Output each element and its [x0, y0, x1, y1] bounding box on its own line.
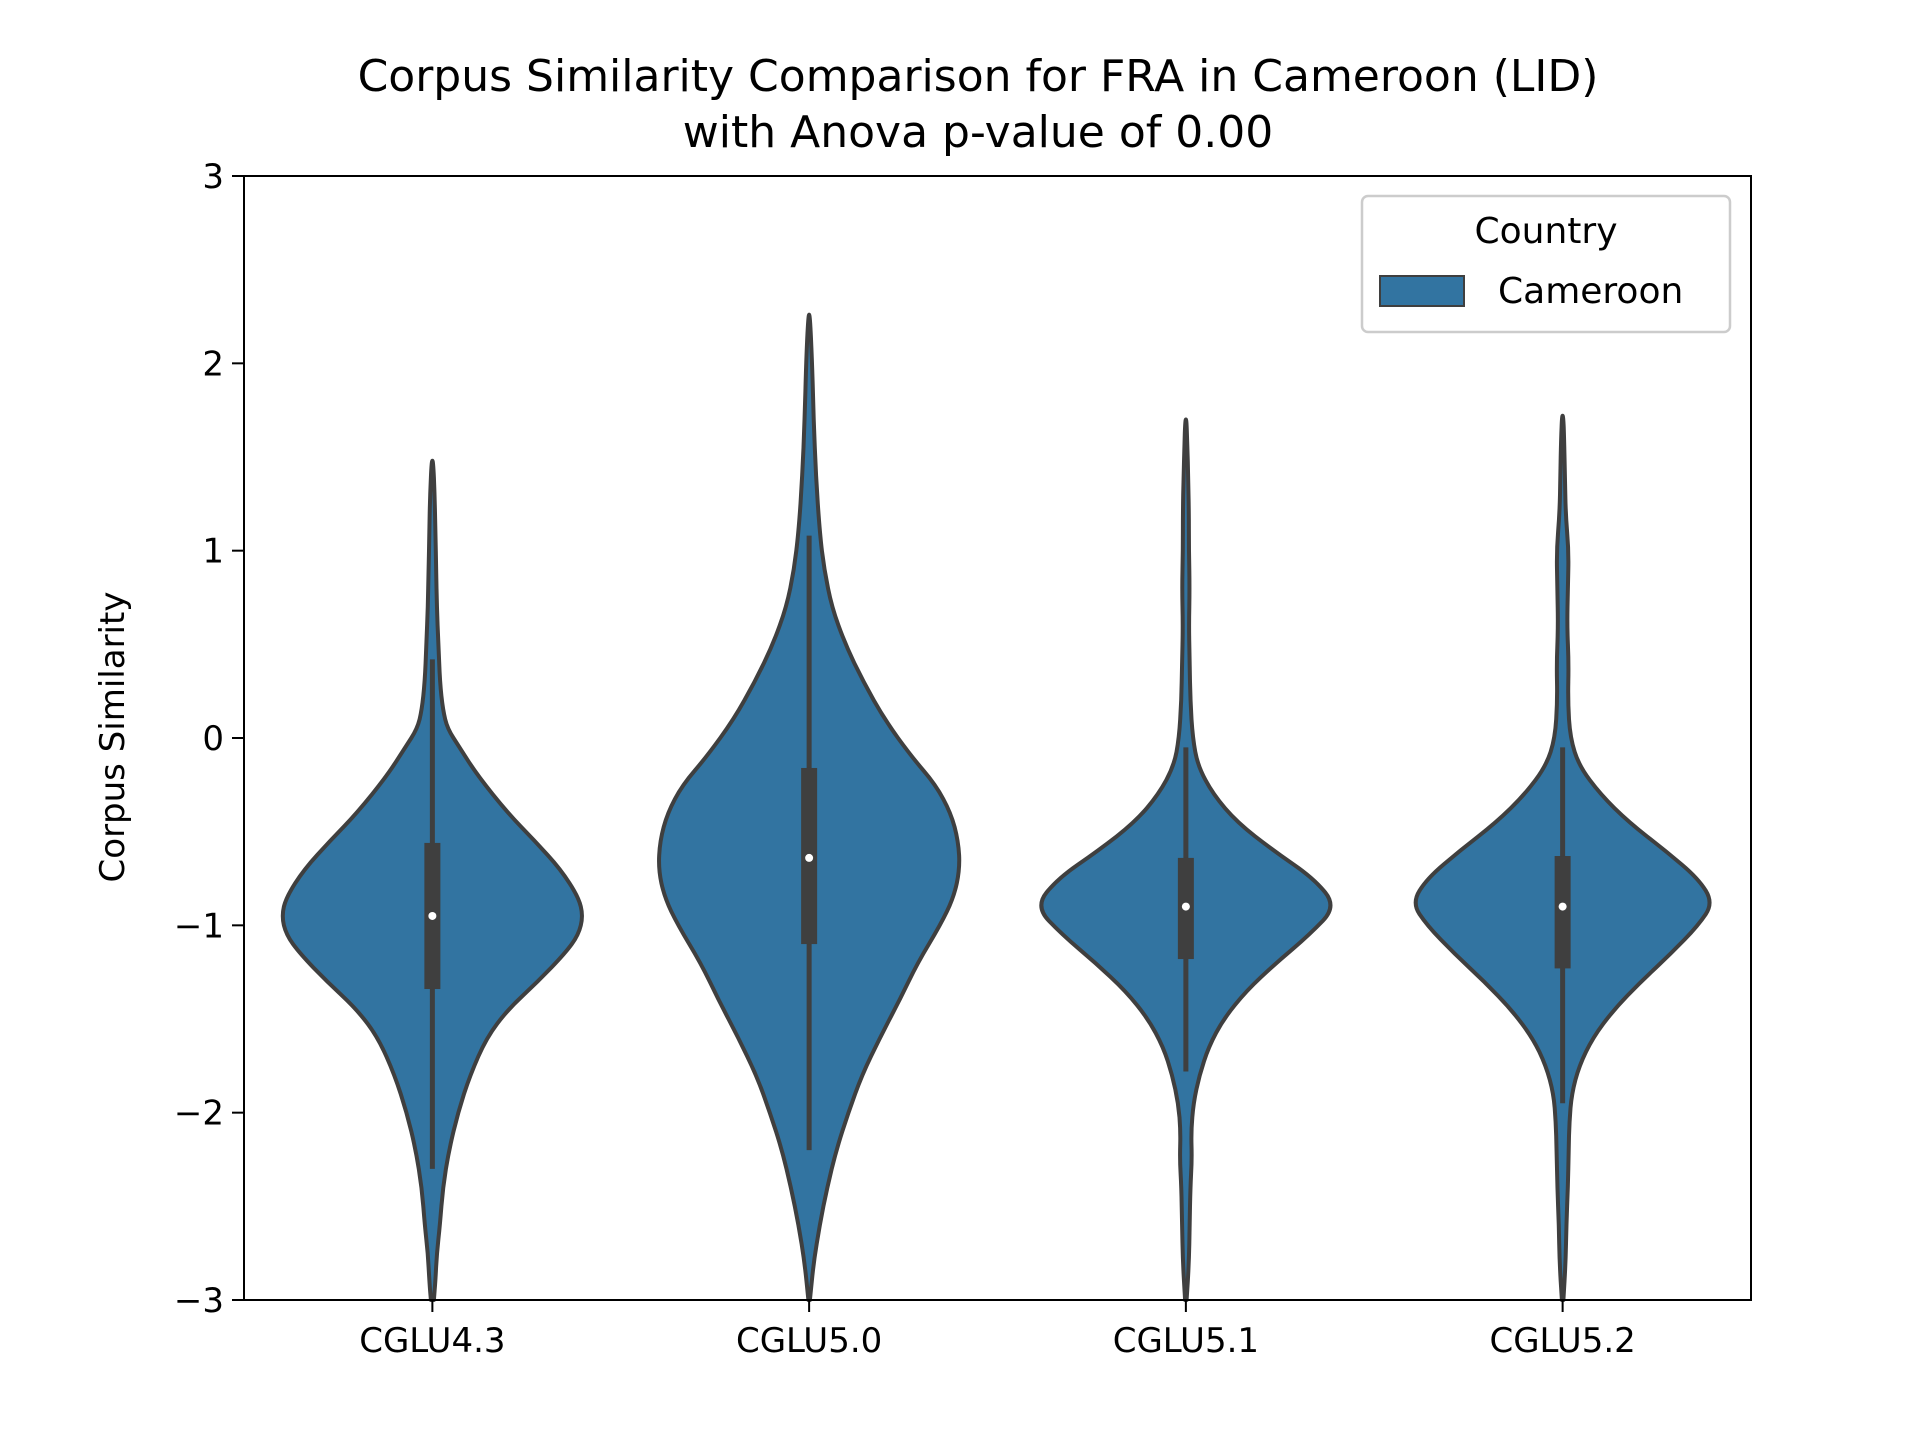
y-axis: 3 2 1 0 −1 −2 −3 — [174, 157, 244, 1321]
y-tick-label: 3 — [202, 157, 224, 197]
legend-title: Country — [1474, 211, 1617, 252]
legend-swatch-cameroon — [1379, 275, 1465, 307]
violin-median-point — [428, 911, 437, 920]
y-tick-label: 1 — [202, 532, 224, 572]
y-tick-label: −2 — [174, 1094, 224, 1134]
chart-title-line-2: with Anova p-value of 0.00 — [683, 107, 1273, 158]
x-tick-label: CGLU4.3 — [359, 1321, 505, 1361]
x-tick-label: CGLU5.1 — [1113, 1321, 1259, 1361]
legend: Country Cameroon — [1360, 194, 1732, 334]
x-tick-label: CGLU5.0 — [736, 1321, 882, 1361]
legend-label-cameroon: Cameroon — [1498, 271, 1683, 312]
violin-median-point — [1558, 902, 1567, 911]
chart-title-line-1: Corpus Similarity Comparison for FRA in … — [358, 51, 1599, 102]
plot-frame — [243, 175, 1752, 1301]
violin-iqr-box — [1554, 856, 1571, 969]
violin-median-point — [1181, 902, 1190, 911]
violin-median-point — [805, 853, 814, 862]
y-tick-label: 0 — [202, 719, 224, 759]
y-tick-label: 2 — [202, 344, 224, 384]
violins-layer — [280, 312, 1712, 1302]
y-tick-label: −1 — [174, 906, 224, 946]
chart-title: Corpus Similarity Comparison for FRA in … — [358, 51, 1599, 158]
y-tick-label: −3 — [174, 1281, 224, 1321]
y-axis-label: Corpus Similarity — [93, 592, 133, 883]
x-axis: CGLU4.3 CGLU5.0 CGLU5.1 CGLU5.2 — [359, 1300, 1636, 1361]
x-tick-label: CGLU5.2 — [1489, 1321, 1635, 1361]
